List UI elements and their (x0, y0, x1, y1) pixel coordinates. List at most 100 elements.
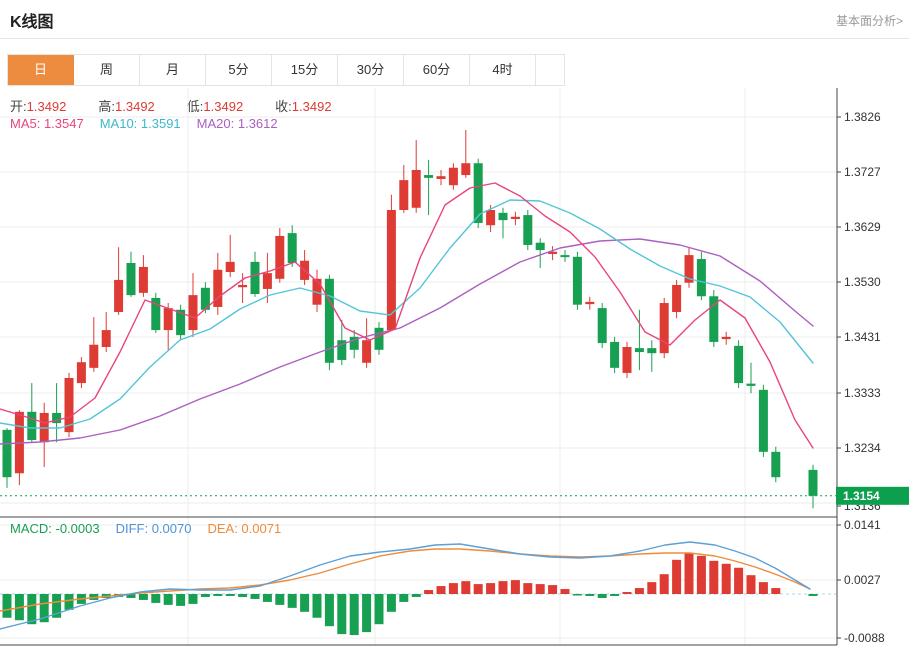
price-axis-label: 1.3431 (844, 330, 881, 344)
legend-value: 1.3492 (291, 99, 332, 114)
header-divider (0, 38, 909, 39)
candle-body (200, 287, 210, 310)
current-price-tag-text: 1.3154 (843, 489, 880, 503)
legend-value: 1.3492 (115, 99, 155, 114)
legend-item: DIFF: 0.0070 (115, 521, 192, 536)
macd-bar (684, 552, 694, 594)
candle-body (510, 216, 520, 220)
candle-body (287, 233, 297, 263)
tab-1[interactable]: 周 (74, 55, 140, 85)
candle-body (324, 278, 334, 363)
macd-bar (572, 594, 582, 596)
legend-item: 收:1.3492 (275, 99, 347, 114)
legend-item: DEA: 0.0071 (207, 521, 282, 536)
legend-item: 高:1.3492 (98, 99, 170, 114)
candle-body (151, 297, 161, 331)
macd-bar (300, 594, 310, 612)
candle-body (386, 210, 396, 331)
macd-bar (709, 560, 719, 594)
candle-body (349, 336, 359, 350)
tab-6[interactable]: 60分 (404, 55, 470, 85)
fundamental-analysis-link[interactable]: 基本面分析> (835, 14, 903, 28)
macd-bar (771, 588, 781, 594)
macd-bar (523, 583, 533, 594)
candle-body (411, 169, 421, 208)
macd-axis-label: -0.0088 (844, 631, 885, 645)
price-axis-label: 1.3234 (844, 441, 881, 455)
macd-bar (213, 594, 223, 596)
macd-bar (399, 594, 409, 602)
legend-label: 低: (186, 99, 204, 114)
candle-body (709, 296, 719, 342)
dea-line (0, 548, 811, 612)
candle-body (275, 235, 285, 279)
price-axis-label: 1.3629 (844, 220, 881, 234)
ohlc-readout: 开:1.3492 高:1.3492 低:1.3492 收:1.3492 (10, 96, 364, 115)
tab-2[interactable]: 月 (140, 55, 206, 85)
candle-body (436, 176, 446, 180)
ma5-line (0, 182, 814, 449)
macd-bar (312, 594, 322, 618)
candle-body (101, 330, 111, 347)
candle-body (238, 284, 248, 288)
candle-body (684, 255, 694, 283)
candle-body (225, 261, 235, 273)
tab-0[interactable]: 日 (8, 55, 74, 85)
macd-bar (647, 582, 657, 594)
price-axis-label: 1.3826 (844, 110, 881, 124)
macd-bar (349, 594, 359, 636)
macd-bar (151, 594, 161, 603)
macd-bar (659, 574, 669, 594)
macd-bar (2, 594, 12, 618)
ma-readout: MA5: 1.3547 MA10: 1.3591 MA20: 1.3612 (10, 116, 294, 131)
price-axis-label: 1.3530 (844, 275, 881, 289)
candle-body (473, 163, 483, 223)
candle-body (535, 242, 545, 251)
macd-bar (448, 583, 458, 594)
candle-body (213, 269, 223, 307)
macd-bar (746, 575, 756, 594)
interval-tabstrip: 日周月 5分 15分 30分 60分 4时 (7, 54, 565, 86)
macd-bar (27, 594, 37, 625)
candle-body (696, 259, 706, 297)
macd-readout: MACD: -0.0003 DIFF: 0.0070 DEA: 0.0071 (10, 521, 297, 536)
macd-bar (225, 594, 235, 596)
candle-body (746, 383, 756, 386)
legend-label: 开: (10, 99, 27, 114)
legend-item: 开:1.3492 (10, 99, 82, 114)
macd-bar (337, 594, 347, 635)
macd-bar (411, 594, 421, 597)
candle-body (176, 309, 186, 336)
macd-bar (275, 594, 285, 605)
candle-body (486, 210, 496, 226)
macd-bar (287, 594, 297, 608)
candle-body (498, 212, 508, 221)
page-title: K线图 (10, 14, 54, 31)
macd-bar (597, 594, 607, 598)
price-axis-label: 1.3727 (844, 165, 881, 179)
macd-bar (262, 594, 272, 602)
candle-body (114, 279, 124, 313)
legend-item: 低:1.3492 (187, 99, 259, 114)
candle-body (27, 411, 37, 440)
tab-4[interactable]: 15分 (272, 55, 338, 85)
diff-line (0, 541, 811, 630)
candle-body (312, 278, 322, 305)
macd-bar (238, 594, 248, 597)
legend-label: 收: (275, 99, 292, 114)
candle-body (721, 336, 731, 340)
legend-value: 1.3492 (26, 99, 67, 114)
candle-body (399, 180, 409, 211)
tab-3[interactable]: 5分 (206, 55, 272, 85)
legend-value: 1.3492 (203, 99, 244, 114)
macd-bar (436, 586, 446, 594)
candle-body (560, 255, 570, 258)
current-price-tag (836, 486, 909, 505)
candle-body (808, 469, 818, 496)
tab-5[interactable]: 30分 (338, 55, 404, 85)
tab-7[interactable]: 4时 (470, 55, 536, 85)
macd-bar (486, 583, 496, 594)
macd-bar (250, 594, 260, 599)
candle-body (734, 345, 744, 384)
